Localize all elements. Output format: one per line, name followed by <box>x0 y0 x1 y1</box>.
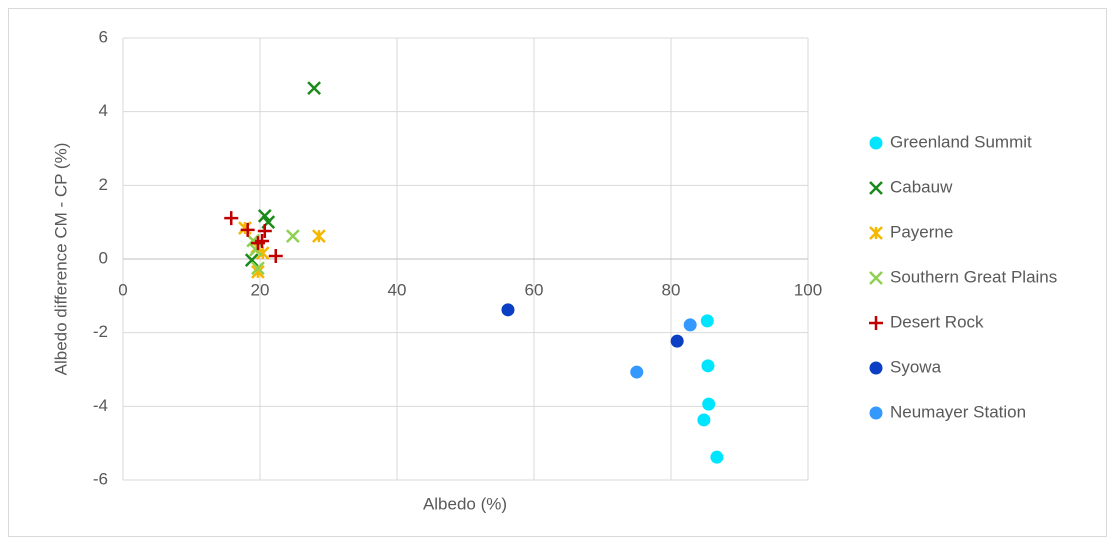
y-tick-label: -2 <box>93 322 108 341</box>
point <box>224 211 239 226</box>
point <box>249 242 263 257</box>
point <box>238 221 252 235</box>
point <box>670 334 684 348</box>
point <box>250 236 265 251</box>
legend-marker <box>869 136 883 150</box>
legend-label: Greenland Summit <box>890 132 1032 151</box>
y-tick-label: -4 <box>93 396 108 415</box>
y-tick-label: 6 <box>99 27 108 46</box>
point <box>702 397 716 411</box>
legend-marker <box>869 226 883 240</box>
point <box>240 222 255 237</box>
point <box>251 261 265 276</box>
legend-marker <box>869 406 883 420</box>
x-tick-label: 0 <box>118 280 127 299</box>
point <box>701 359 715 373</box>
point <box>697 413 711 427</box>
legend-marker <box>869 361 883 375</box>
legend-label: Neumayer Station <box>890 402 1026 421</box>
point <box>257 224 272 239</box>
x-tick-label: 40 <box>388 280 407 299</box>
y-tick-label: 2 <box>99 175 108 194</box>
x-tick-label: 80 <box>662 280 681 299</box>
legend-label: Syowa <box>890 357 942 376</box>
x-tick-label: 60 <box>525 280 544 299</box>
legend-label: Cabauw <box>890 177 953 196</box>
point <box>268 249 283 264</box>
point <box>501 303 515 317</box>
point <box>710 450 724 464</box>
legend-label: Southern Great Plains <box>890 267 1057 286</box>
legend-marker <box>869 271 883 285</box>
point <box>244 253 259 267</box>
x-axis-title: Albedo (%) <box>423 494 507 513</box>
point <box>630 365 644 379</box>
legend-label: Payerne <box>890 222 953 241</box>
point <box>285 229 300 244</box>
y-tick-label: -6 <box>93 469 108 488</box>
point <box>307 81 321 95</box>
y-tick-label: 0 <box>99 248 108 267</box>
y-axis-title: Albedo difference CM - CP (%) <box>51 143 70 376</box>
legend-label: Desert Rock <box>890 312 984 331</box>
x-tick-label: 100 <box>794 280 822 299</box>
legend-marker <box>869 181 883 195</box>
legend-marker <box>869 316 883 330</box>
x-tick-label: 20 <box>251 280 270 299</box>
y-tick-label: 4 <box>99 101 108 120</box>
point <box>700 314 714 328</box>
point <box>312 229 326 244</box>
point <box>683 318 697 332</box>
chart-border <box>8 8 1107 537</box>
